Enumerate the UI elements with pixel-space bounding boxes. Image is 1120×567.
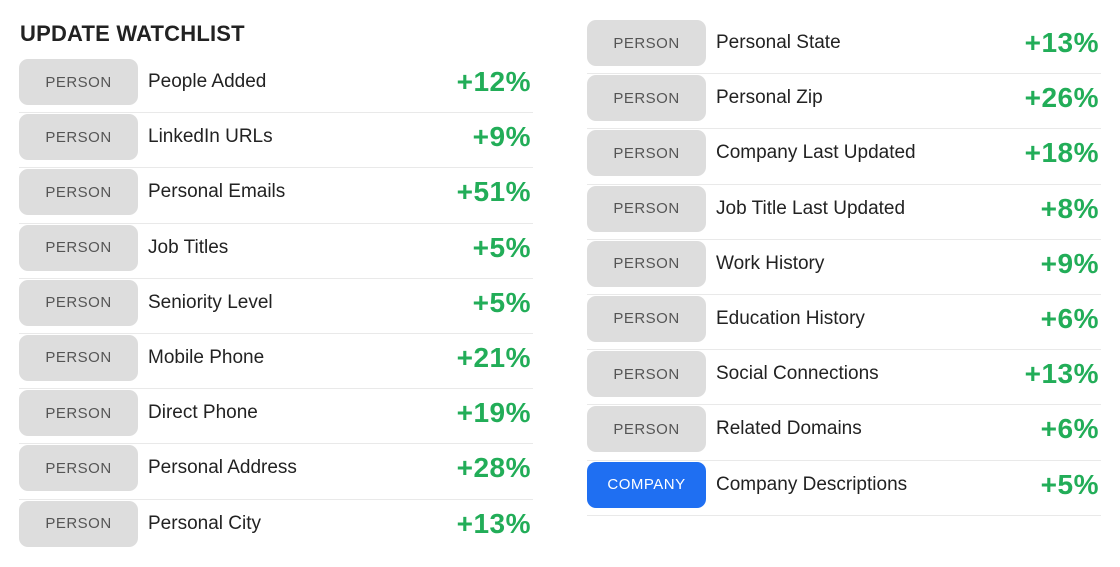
change-value: +6%: [1040, 302, 1099, 334]
change-value: +28%: [456, 452, 531, 484]
watchlist-row[interactable]: PERSON Education History +6%: [587, 295, 1101, 351]
change-value: +51%: [456, 176, 531, 208]
watchlist-row[interactable]: PERSON Personal Zip +26%: [587, 74, 1101, 130]
type-badge: PERSON: [587, 75, 706, 122]
watchlist-row[interactable]: PERSON Personal Address +28%: [19, 444, 533, 500]
watchlist-row[interactable]: PERSON People Added +12%: [19, 58, 533, 114]
change-value: +18%: [1024, 137, 1099, 169]
watchlist-row[interactable]: PERSON Personal State +13%: [587, 19, 1101, 75]
change-value: +12%: [456, 66, 531, 97]
type-badge: PERSON: [587, 406, 706, 453]
field-label: Job Titles: [148, 236, 229, 258]
type-badge: PERSON: [19, 500, 138, 547]
field-label: Personal Zip: [716, 87, 823, 109]
type-badge-company: COMPANY: [587, 461, 706, 508]
watchlist-row[interactable]: PERSON Job Titles +5%: [19, 224, 533, 279]
watchlist-row[interactable]: PERSON Direct Phone +19%: [19, 389, 533, 445]
field-label: LinkedIn URLs: [148, 126, 273, 148]
field-label: Social Connections: [716, 363, 879, 385]
watchlist-row[interactable]: PERSON Mobile Phone +21%: [19, 334, 533, 390]
field-label: Personal Address: [148, 457, 297, 479]
change-value: +9%: [1040, 247, 1099, 279]
change-value: +5%: [472, 231, 531, 263]
change-value: +13%: [1024, 358, 1099, 390]
change-value: +21%: [456, 341, 531, 373]
type-badge: PERSON: [19, 279, 138, 326]
change-value: +9%: [472, 121, 531, 153]
field-label: Related Domains: [716, 418, 862, 440]
watchlist-row[interactable]: PERSON Personal Emails +51%: [19, 168, 533, 224]
field-label: Personal City: [148, 512, 261, 534]
change-value: +5%: [472, 286, 531, 318]
type-badge: PERSON: [587, 240, 706, 287]
type-badge: PERSON: [587, 185, 706, 232]
watchlist-row[interactable]: PERSON Seniority Level +5%: [19, 279, 533, 334]
type-badge: PERSON: [587, 351, 706, 398]
type-badge: PERSON: [19, 334, 138, 381]
watchlist-list-right: PERSON Personal State +13% PERSON Person…: [587, 19, 1101, 516]
type-badge: PERSON: [19, 390, 138, 437]
watchlist-list-left: PERSON People Added +12% PERSON LinkedIn…: [19, 58, 533, 555]
field-label: Personal Emails: [148, 181, 286, 203]
field-label: Company Descriptions: [716, 473, 908, 495]
field-label: Work History: [716, 252, 825, 274]
change-value: +13%: [1024, 27, 1099, 58]
type-badge: PERSON: [19, 169, 138, 216]
change-value: +5%: [1040, 468, 1099, 500]
field-label: Company Last Updated: [716, 142, 916, 164]
watchlist-row[interactable]: PERSON Company Last Updated +18%: [587, 129, 1101, 185]
type-badge: PERSON: [587, 295, 706, 342]
watchlist-row[interactable]: PERSON Work History +9%: [587, 240, 1101, 295]
change-value: +19%: [456, 397, 531, 429]
field-label: People Added: [148, 71, 267, 92]
change-value: +6%: [1040, 413, 1099, 445]
field-label: Job Title Last Updated: [716, 197, 906, 219]
watchlist-row[interactable]: PERSON Personal City +13%: [19, 500, 533, 555]
watchlist-row[interactable]: COMPANY Company Descriptions +5%: [587, 461, 1101, 516]
field-label: Mobile Phone: [148, 346, 265, 368]
type-badge: PERSON: [19, 445, 138, 492]
type-badge: PERSON: [19, 114, 138, 161]
watchlist-row[interactable]: PERSON LinkedIn URLs +9%: [19, 113, 533, 169]
change-value: +8%: [1040, 192, 1099, 224]
type-badge: PERSON: [587, 20, 706, 66]
change-value: +26%: [1024, 82, 1099, 114]
field-label: Education History: [716, 307, 865, 329]
watchlist-row[interactable]: PERSON Social Connections +13%: [587, 350, 1101, 406]
page-title: UPDATE WATCHLIST: [20, 21, 245, 46]
watchlist-row[interactable]: PERSON Related Domains +6%: [587, 405, 1101, 461]
field-label: Personal State: [716, 32, 841, 53]
type-badge: PERSON: [19, 59, 138, 105]
field-label: Direct Phone: [148, 402, 258, 424]
type-badge: PERSON: [19, 224, 138, 271]
field-label: Seniority Level: [148, 291, 273, 313]
watchlist-row[interactable]: PERSON Job Title Last Updated +8%: [587, 185, 1101, 240]
type-badge: PERSON: [587, 130, 706, 177]
change-value: +13%: [456, 507, 531, 539]
